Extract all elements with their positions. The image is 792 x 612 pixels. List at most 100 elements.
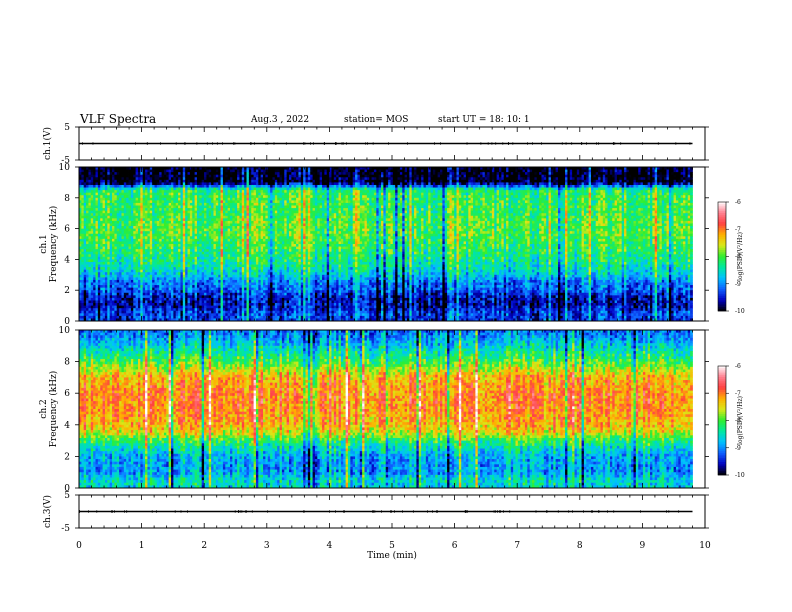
spectrogram-cell <box>117 208 120 211</box>
spectrogram-cell <box>86 229 89 232</box>
spectrogram-cell <box>188 306 191 309</box>
spectrogram-cell <box>211 236 214 239</box>
spectrogram-cell <box>204 231 207 234</box>
spectrogram-cell <box>121 195 124 198</box>
spectrogram-cell <box>206 170 209 173</box>
spectrogram-cell <box>178 229 181 232</box>
spectrogram-cell <box>178 252 181 255</box>
spectrogram-cell <box>93 190 96 193</box>
spectrogram-cell <box>166 226 169 229</box>
spectrogram-cell <box>91 180 94 183</box>
spectrogram-cell <box>173 295 176 298</box>
spectrogram-cell <box>221 259 224 262</box>
spectrogram-cell <box>162 234 165 237</box>
spectrogram-cell <box>96 188 99 191</box>
spectrogram-cell <box>197 267 200 270</box>
spectrogram-cell <box>112 316 115 319</box>
spectrogram-cell <box>131 290 134 293</box>
spectrogram-cell <box>86 262 89 265</box>
spectrogram-cell <box>213 195 216 198</box>
spectrogram-cell <box>209 316 212 319</box>
spectrogram-cell <box>88 208 91 211</box>
spectrogram-cell <box>119 229 122 232</box>
spectrogram-cell <box>195 200 198 203</box>
spectrogram-cell <box>157 247 160 250</box>
spectrogram-cell <box>216 195 219 198</box>
spectrogram-cell <box>124 313 127 316</box>
spectrogram-cell <box>121 313 124 316</box>
spectrogram-cell <box>93 195 96 198</box>
spectrogram-cell <box>178 308 181 311</box>
spectrogram-cell <box>185 200 188 203</box>
spectrogram-cell <box>206 226 209 229</box>
spectrogram-cell <box>126 221 129 224</box>
spectrogram-cell <box>121 198 124 201</box>
spectrogram-cell <box>114 239 117 242</box>
spectrogram-cell <box>91 175 94 178</box>
spectrogram-cell <box>131 293 134 296</box>
spectrogram-cell <box>150 262 153 265</box>
spectrogram-cell <box>166 229 169 232</box>
spectrogram-cell <box>147 211 150 214</box>
spectrogram-cell <box>114 221 117 224</box>
spectrogram-cell <box>105 280 108 283</box>
spectrogram-cell <box>195 311 198 314</box>
spectrogram-cell <box>171 298 174 301</box>
spectrogram-cell <box>143 229 146 232</box>
spectrogram-cell <box>171 300 174 303</box>
spectrogram-cell <box>185 177 188 180</box>
spectrogram-cell <box>180 188 183 191</box>
spectrogram-cell <box>195 190 198 193</box>
spectrogram-cell <box>155 257 158 260</box>
spectrogram-cell <box>105 254 108 257</box>
spectrogram-cell <box>223 213 226 216</box>
spectrogram-cell <box>136 182 139 185</box>
spectrogram-cell <box>169 247 172 250</box>
spectrogram-cell <box>178 213 181 216</box>
spectrogram-cell <box>195 206 198 209</box>
spectrogram-cell <box>183 249 186 252</box>
spectrogram-cell <box>143 316 146 319</box>
spectrogram-cell <box>86 252 89 255</box>
spectrogram-cell <box>185 272 188 275</box>
spectrogram-cell <box>216 283 219 286</box>
spectrogram-cell <box>192 229 195 232</box>
spectrogram-cell <box>155 236 158 239</box>
spectrogram-cell <box>211 262 214 265</box>
spectrogram-cell <box>84 175 87 178</box>
spectrogram-cell <box>91 252 94 255</box>
spectrogram-cell <box>98 300 101 303</box>
spectrogram-cell <box>147 195 150 198</box>
spectrogram-cell <box>110 311 113 314</box>
spectrogram-cell <box>147 206 150 209</box>
spectrogram-cell <box>171 275 174 278</box>
spectrogram-cell <box>136 239 139 242</box>
spectrogram-cell <box>190 267 193 270</box>
spectrogram-cell <box>176 311 179 314</box>
spectrogram-cell <box>98 244 101 247</box>
spectrogram-cell <box>88 170 91 173</box>
spectrogram-cell <box>176 182 179 185</box>
spectrogram-cell <box>221 290 224 293</box>
spectrogram-cell <box>218 188 221 191</box>
spectrogram-cell <box>117 175 120 178</box>
spectrogram-cell <box>145 272 148 275</box>
spectrogram-cell <box>206 285 209 288</box>
spectrogram-cell <box>164 200 167 203</box>
spectrogram-cell <box>131 182 134 185</box>
spectrogram-cell <box>119 239 122 242</box>
spectrogram-cell <box>225 272 228 275</box>
spectrogram-cell <box>114 270 117 273</box>
spectrogram-cell <box>159 231 162 234</box>
spectrogram-cell <box>136 252 139 255</box>
spectrogram-cell <box>86 203 89 206</box>
spectrogram-cell <box>96 267 99 270</box>
spectrogram-cell <box>133 283 136 286</box>
spectrogram-cell <box>143 188 146 191</box>
spectrogram-cell <box>98 265 101 268</box>
spectrogram-cell <box>164 216 167 219</box>
spectrogram-cell <box>169 265 172 268</box>
spectrogram-cell <box>143 283 146 286</box>
spectrogram-cell <box>131 239 134 242</box>
